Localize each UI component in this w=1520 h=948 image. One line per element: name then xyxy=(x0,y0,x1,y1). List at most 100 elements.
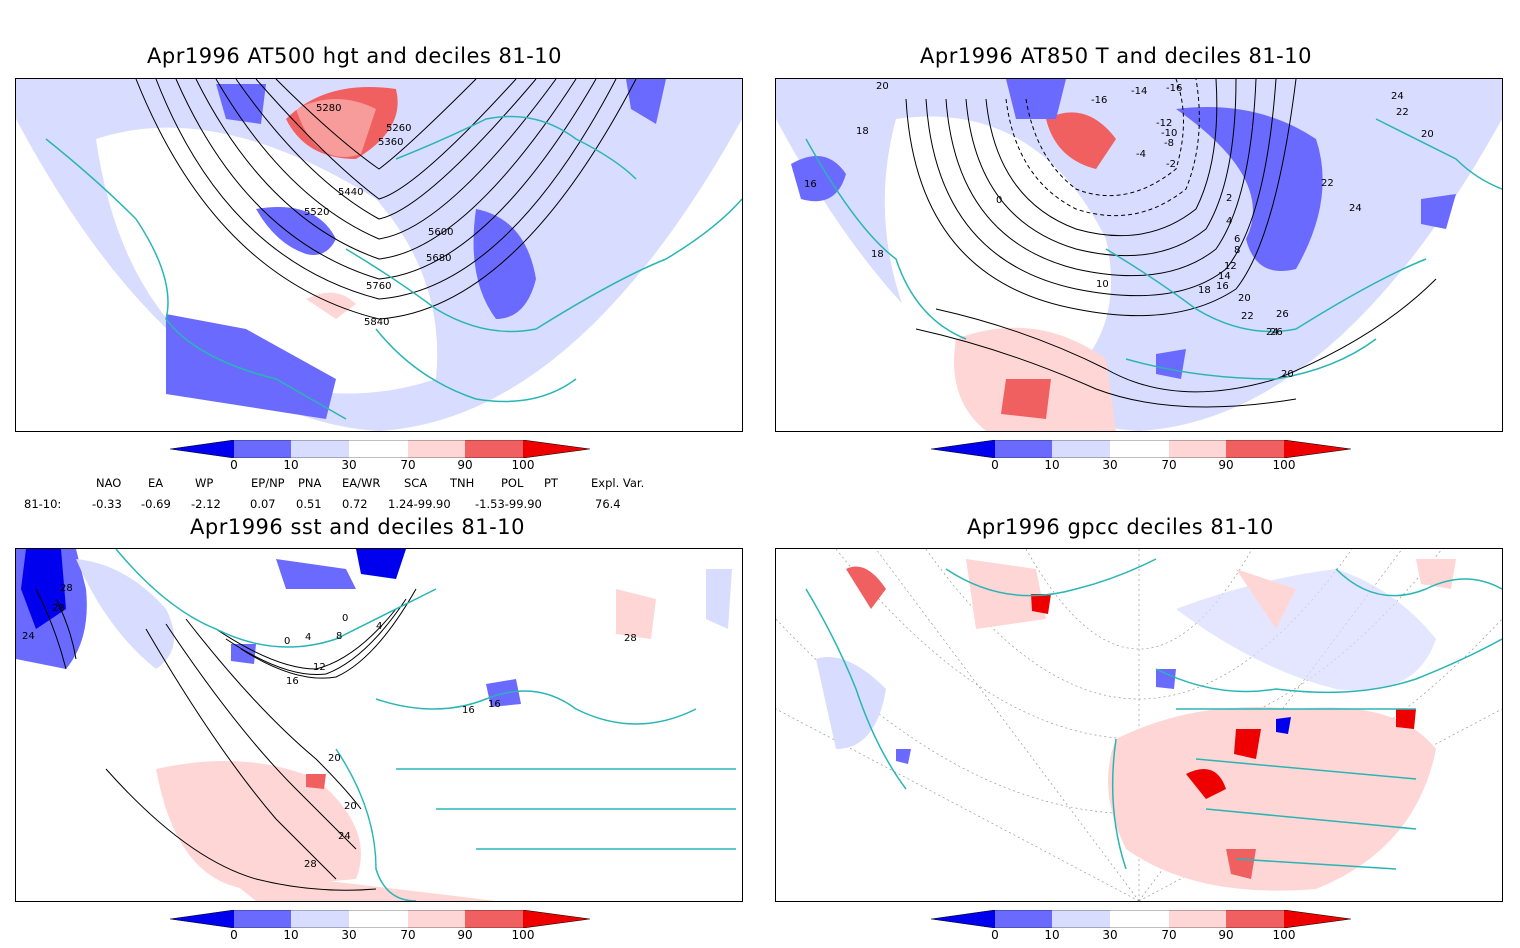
anomaly-blue-5 xyxy=(1421,194,1456,229)
colorbar-tick: 100 xyxy=(511,928,535,942)
colorbar-tick: 90 xyxy=(457,928,473,942)
anomaly-blue-2 xyxy=(21,549,66,629)
colorbar-tick: 30 xyxy=(341,458,357,472)
anomaly-blue-1 xyxy=(166,314,336,419)
contour-label: 28 xyxy=(624,633,637,644)
contour-label: 0 xyxy=(342,613,348,624)
index-value: -0.33 xyxy=(92,497,122,511)
contour-labels: 20 -14 -16 -16 -12 -10 -8 -4 -2 0 2 4 6 … xyxy=(804,81,1434,380)
anomaly-blue-3 xyxy=(473,209,536,319)
contour-label: 5280 xyxy=(316,103,341,114)
contour-label: 22 xyxy=(1321,178,1334,189)
contour-label: 8 xyxy=(336,631,342,642)
anomaly-blue-5 xyxy=(626,79,666,124)
panel-title-gpcc: Apr1996 gpcc deciles 81-10 xyxy=(967,515,1274,539)
index-name: EP/NP xyxy=(251,476,285,490)
panel-title-sst: Apr1996 sst and deciles 81-10 xyxy=(190,515,525,539)
contour-label: 4 xyxy=(376,621,382,632)
anomaly-blue-2 xyxy=(256,207,336,255)
anomaly-blue-3 xyxy=(1006,79,1066,119)
contour-label: 24 xyxy=(22,631,35,642)
map-t850: 20 -14 -16 -16 -12 -10 -8 -4 -2 0 2 4 6 … xyxy=(775,78,1503,432)
contour-label: 26 xyxy=(1270,327,1283,338)
contour-label: 28 xyxy=(304,859,317,870)
colorbar-sst: 0 10 30 70 90 100 xyxy=(170,910,590,948)
colorbar-tick: 100 xyxy=(1272,928,1296,942)
colorbar-t850: 0 10 30 70 90 100 xyxy=(931,440,1351,478)
index-name: NAO xyxy=(96,476,122,490)
anomaly-red-3 xyxy=(1046,112,1116,169)
colorbar-hgt500: 0 10 30 70 90 100 xyxy=(170,440,590,478)
colorbar-tick: 100 xyxy=(1272,458,1296,472)
contours-t850 xyxy=(905,79,1437,408)
contour-labels: 28 28 24 0 4 8 12 16 0 4 16 16 20 20 24 … xyxy=(22,583,637,870)
colorbar-tick: 30 xyxy=(1102,458,1118,472)
colorbar-tick: 30 xyxy=(341,928,357,942)
contour-label: 16 xyxy=(462,705,475,716)
index-value: 0.72 xyxy=(342,497,368,511)
contour-label: 10 xyxy=(1096,279,1109,290)
index-name: POL xyxy=(501,476,524,490)
anomaly-blue-4 xyxy=(216,84,266,124)
index-row-label: 81-10: xyxy=(24,497,62,511)
index-value: 0.07 xyxy=(250,497,276,511)
index-name: EA/WR xyxy=(342,476,381,490)
anomaly-red-2 xyxy=(216,869,496,901)
contour-label: 20 xyxy=(876,81,889,92)
contour-label: 24 xyxy=(1266,327,1279,338)
contour-label: 24 xyxy=(1391,91,1404,102)
contour-label: 20 xyxy=(1238,293,1251,304)
anomaly-red-1 xyxy=(156,761,361,889)
index-value: 76.4 xyxy=(595,497,621,511)
contour-labels: 5280 5260 5360 5440 5520 5600 5680 5760 … xyxy=(304,103,453,328)
contour-label: 0 xyxy=(284,636,290,647)
contour-label: 2 xyxy=(1226,193,1232,204)
anomaly-red-3 xyxy=(616,589,656,639)
contour-label: -16 xyxy=(1091,95,1107,106)
anomaly-blue-4 xyxy=(1156,349,1186,379)
contour-label: 5260 xyxy=(386,123,411,134)
index-name: EA xyxy=(148,476,164,490)
map-sst: 28 28 24 0 4 8 12 16 0 4 16 16 20 20 24 … xyxy=(15,548,743,902)
index-name: SCA xyxy=(404,476,428,490)
colorbar-gpcc: 0 10 30 70 90 100 xyxy=(931,910,1351,948)
contour-label: 14 xyxy=(1218,271,1231,282)
contour-label: 5760 xyxy=(366,281,391,292)
colorbar-tick: 0 xyxy=(991,458,999,472)
anomaly-blue-3 xyxy=(276,559,356,589)
contour-label: 28 xyxy=(60,583,73,594)
colorbar-tick: 90 xyxy=(457,458,473,472)
index-value: -1.53-99.90 xyxy=(475,497,542,511)
colorbar-tick: 100 xyxy=(511,458,535,472)
coastlines xyxy=(805,118,1502,380)
contour-label: -4 xyxy=(1136,149,1146,160)
contour-label: 12 xyxy=(1224,261,1237,272)
contour-label: 18 xyxy=(1198,285,1211,296)
contour-label: 22 xyxy=(1241,311,1254,322)
index-value: -0.69 xyxy=(141,497,171,511)
contour-label: 20 xyxy=(1421,129,1434,140)
contour-label: 5680 xyxy=(426,253,451,264)
contour-label: -2 xyxy=(1166,159,1176,170)
contours-sst xyxy=(35,588,417,891)
contour-label: 18 xyxy=(856,126,869,137)
anomaly-blue-4 xyxy=(356,549,406,579)
anomaly-blue-5 xyxy=(231,644,256,664)
colorbar-tick: 10 xyxy=(1044,928,1060,942)
anomaly-light-blue-2 xyxy=(706,569,732,629)
colorbar-tick: 0 xyxy=(230,928,238,942)
colorbar-tick: 0 xyxy=(991,928,999,942)
contour-label: -8 xyxy=(1164,138,1174,149)
contour-label: 24 xyxy=(338,831,351,842)
panel-title-hgt500: Apr1996 AT500 hgt and deciles 81-10 xyxy=(147,44,563,68)
contours-hgt xyxy=(135,79,637,320)
contour-label: 16 xyxy=(1216,281,1229,292)
contour-label: 4 xyxy=(1226,216,1232,227)
colorbar-tick: 30 xyxy=(1102,928,1118,942)
anomaly-red-2 xyxy=(1001,379,1051,419)
contour-label: 5840 xyxy=(364,317,389,328)
contour-label: -10 xyxy=(1161,128,1177,139)
precip-anomalies xyxy=(816,559,1456,891)
contour-label: 28 xyxy=(52,603,65,614)
contour-label: 20 xyxy=(344,801,357,812)
